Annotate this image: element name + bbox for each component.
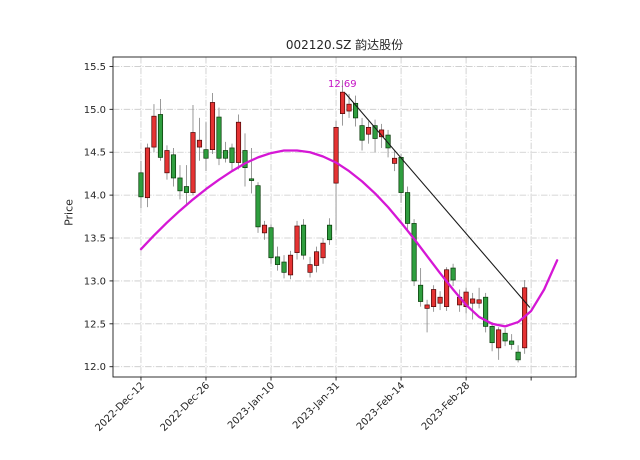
candle-body-down [483,296,489,327]
candle-body-down [242,150,248,169]
candle-body-up [424,304,430,309]
trend-line [344,92,531,308]
x-tick-label: 2023-Feb-28 [420,380,472,432]
candle-body-down [398,157,404,193]
y-tick-label: 12.0 [84,362,106,373]
candle-body-up [144,147,151,199]
candle-body-down [203,149,209,159]
candle-body-up [392,157,398,164]
candle-body-up [313,251,320,266]
candle-body-down [353,102,359,119]
candle-body-up [209,102,216,151]
candle-body-up [190,132,196,193]
candle-body-down [502,332,508,342]
candle-body-down [300,224,307,256]
candle-body-down [216,116,222,159]
x-tick-label: 2022-Dec-12 [94,380,148,434]
candle-body-up [470,298,476,304]
candle-body-up [196,139,203,148]
chart-title: 002120.SZ 韵达股份 [285,38,404,52]
candle-body-up [333,126,339,184]
candle-body-down [359,125,365,141]
candle-body-down [248,178,255,181]
x-tick-label: 2023-Jan-10 [226,380,277,431]
candle-body-up [346,103,352,112]
candle-body-down [326,224,333,241]
candle-body-up [287,254,294,276]
y-axis-title: Price [62,199,76,226]
candle-body-up [437,296,443,304]
candle-body-down [229,147,235,163]
candle-body-down [170,154,177,179]
candle-body-down [281,261,287,273]
x-tick-label: 2023-Jan-31 [291,380,342,431]
candle-body-up [366,126,372,135]
ma-curve [139,149,559,328]
x-tick-label: 2023-Feb-14 [355,380,407,432]
candle-body-up [151,115,157,148]
candle-body-down [385,134,391,149]
candle-body-down [509,340,515,345]
candle-body-down [222,150,229,159]
candle-body-down [255,185,261,228]
candle-body-down [489,326,495,344]
candle-body-down [515,351,521,361]
y-tick-label: 14.5 [84,148,106,159]
y-tick-label: 12.5 [84,319,106,330]
candle-body-up [294,225,300,253]
y-tick-label: 14.0 [84,191,106,202]
candle-body-down [177,177,183,192]
y-tick-label: 15.5 [84,62,106,73]
candle-body-up [235,121,242,163]
candle-body-up [463,291,469,308]
candle-body-up [444,269,450,308]
candle-body-up [307,264,313,273]
y-tick-label: 13.0 [84,276,106,287]
candle-body-up [476,299,482,304]
candle-body-down [411,223,417,282]
x-tick-label: 2022-Dec-26 [159,380,213,434]
candle-body-down [274,256,281,265]
candle-body-down [450,267,456,281]
candle-body-up [164,150,170,174]
candle-body-down [418,284,424,302]
candle-body-down [138,172,144,198]
price-annotation: 12.69 [328,79,357,90]
candle-body-up [261,224,268,234]
candle-body-up [496,329,502,349]
y-tick-label: 15.0 [84,105,106,116]
candle-body-down [157,114,164,158]
candle-body-up [320,242,326,259]
candle-body-down [372,125,378,139]
candle-body-up [431,289,437,308]
y-tick-label: 13.5 [84,234,106,245]
candle-body-down [405,192,411,224]
candle-body-down [183,186,190,193]
candle-body-down [268,227,274,259]
candle-body-up [339,91,346,114]
plot-area-border [112,56,577,378]
